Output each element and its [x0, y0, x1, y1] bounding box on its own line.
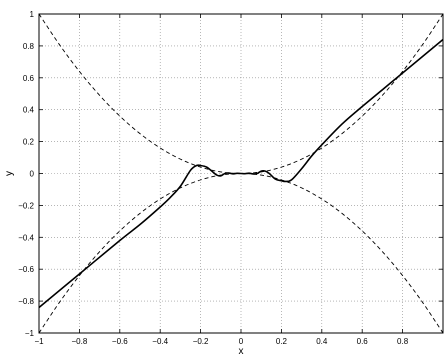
x-tick-label: 0 [239, 337, 244, 346]
x-tick-label: −1 [34, 337, 44, 346]
y-tick-label: 0.8 [23, 42, 35, 51]
y-tick-label: −0.8 [18, 297, 34, 306]
grid [39, 14, 443, 333]
y-tick-label: −0.6 [18, 265, 34, 274]
x-tick-label: −0.6 [112, 337, 128, 346]
x-tick-label: −0.4 [152, 337, 168, 346]
axis-ticks [38, 13, 443, 334]
y-tick-label: −0.2 [18, 201, 34, 210]
y-tick-label: −1 [25, 329, 35, 338]
y-tick-label: 0 [30, 170, 35, 179]
x-tick-label: 0.6 [357, 337, 369, 346]
y-tick-label: 0.6 [23, 74, 35, 83]
x-axis-label: x [239, 346, 244, 357]
y-tick-label: −0.4 [18, 233, 34, 242]
series-layer [38, 13, 444, 334]
x-tick-label: 0.2 [276, 337, 288, 346]
dashed-series-line [38, 173, 444, 334]
x-tick-label: −0.2 [193, 337, 209, 346]
y-tick-labels: 1 0.8 0.6 0.4 0.2 0 −0.2 −0.4 −0.6 −0.8 −1 [18, 10, 34, 338]
y-tick-label: 0.2 [23, 138, 35, 147]
x-tick-label: −0.8 [72, 337, 88, 346]
y-tick-label: 1 [30, 10, 35, 19]
y-tick-label: 0.4 [23, 106, 35, 115]
x-tick-label: 0.4 [316, 337, 328, 346]
y-axis-label: y [4, 171, 15, 176]
x-tick-label: 0.8 [397, 337, 409, 346]
x-tick-labels: −1 −0.8 −0.6 −0.4 −0.2 0 0.2 0.4 0.6 0.8 [34, 337, 408, 346]
